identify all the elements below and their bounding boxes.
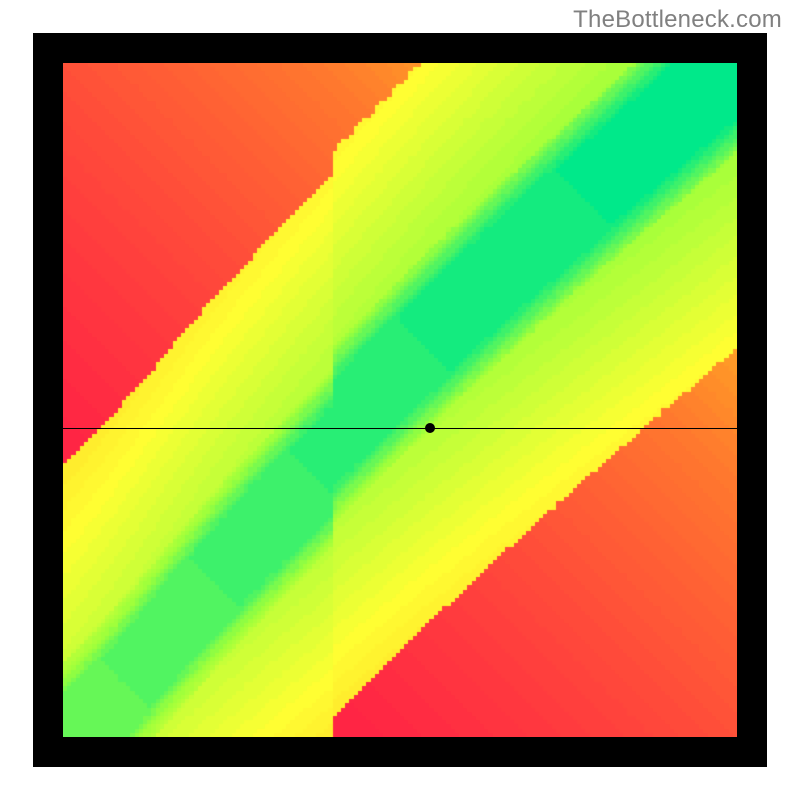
root: TheBottleneck.com: [0, 0, 800, 800]
watermark-text: TheBottleneck.com: [573, 6, 782, 34]
plot-area: [63, 63, 737, 737]
marker-dot: [425, 423, 435, 433]
heatmap-canvas: [63, 63, 737, 737]
crosshair-horizontal: [63, 428, 737, 429]
chart-frame: [33, 33, 767, 767]
